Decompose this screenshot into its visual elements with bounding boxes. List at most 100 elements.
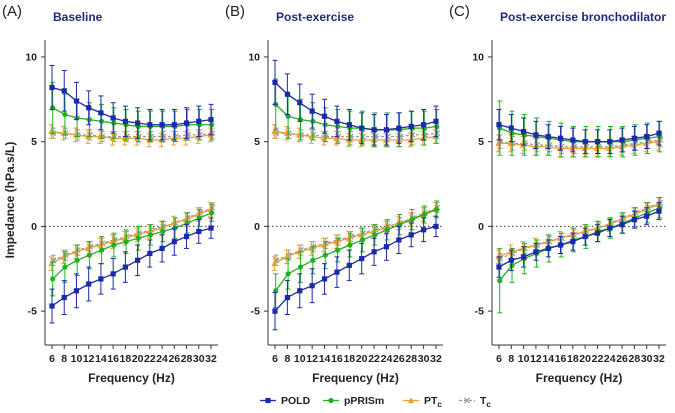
data-point bbox=[509, 262, 515, 268]
data-point bbox=[297, 288, 303, 294]
data-point bbox=[346, 262, 352, 268]
data-point bbox=[73, 288, 80, 294]
data-point bbox=[310, 257, 316, 263]
data-point bbox=[371, 127, 377, 133]
data-point bbox=[110, 115, 116, 121]
data-point bbox=[322, 252, 328, 258]
data-point bbox=[582, 233, 588, 240]
x-axis-label: Frequency (Hz) bbox=[88, 371, 175, 385]
y-axis-label: Impedance (hPa.s/L) bbox=[3, 142, 17, 259]
data-point bbox=[570, 239, 576, 245]
data-point bbox=[359, 237, 365, 243]
y-tick-label: 0 bbox=[478, 221, 484, 233]
x-tick-label: 14 bbox=[319, 353, 331, 365]
series-tc-lower bbox=[497, 197, 664, 265]
y-tick-label: 10 bbox=[25, 51, 37, 63]
x-tick-label: 20 bbox=[132, 353, 144, 365]
series-pprism-lower bbox=[50, 203, 215, 297]
series-tc-lower bbox=[50, 202, 216, 266]
data-point bbox=[110, 271, 116, 277]
series-pold-lower bbox=[496, 202, 662, 278]
data-point bbox=[111, 242, 117, 248]
data-point bbox=[310, 118, 316, 124]
data-point bbox=[297, 264, 304, 270]
data-point bbox=[86, 117, 92, 123]
data-point bbox=[396, 125, 402, 131]
data-point bbox=[372, 232, 378, 238]
data-point bbox=[159, 245, 165, 252]
data-point bbox=[607, 139, 613, 145]
data-point bbox=[619, 137, 625, 143]
y-tick-label: -5 bbox=[28, 306, 37, 318]
y-tick-label: 5 bbox=[254, 136, 260, 148]
x-tick-label: 10 bbox=[518, 353, 530, 365]
x-tick-label: 26 bbox=[616, 353, 628, 365]
series-line bbox=[51, 130, 211, 141]
data-point bbox=[196, 118, 202, 124]
data-point bbox=[421, 211, 427, 218]
x-tick-label: 24 bbox=[604, 353, 616, 365]
data-point bbox=[122, 264, 128, 270]
data-point bbox=[533, 249, 539, 255]
series-pold-lower bbox=[49, 217, 214, 324]
data-point bbox=[545, 245, 551, 252]
data-point bbox=[285, 271, 291, 277]
series-line bbox=[50, 208, 211, 265]
data-point bbox=[570, 137, 576, 143]
legend-label-subscript: c bbox=[437, 400, 442, 409]
y-tick-label: 10 bbox=[248, 51, 260, 63]
series-pprism-lower bbox=[273, 200, 440, 309]
data-point bbox=[99, 247, 105, 253]
series-line bbox=[274, 130, 436, 141]
data-point bbox=[50, 276, 56, 282]
data-point bbox=[533, 132, 539, 138]
data-point bbox=[98, 110, 104, 116]
data-point bbox=[147, 232, 154, 238]
data-point bbox=[631, 135, 637, 141]
x-tick-label: 6 bbox=[49, 353, 55, 365]
data-point bbox=[159, 122, 165, 128]
data-point bbox=[49, 84, 55, 91]
y-tick-label: -5 bbox=[251, 306, 260, 318]
legend-marker bbox=[328, 397, 334, 404]
data-point bbox=[497, 278, 503, 284]
x-tick-label: 30 bbox=[418, 353, 430, 365]
y-tick-label: 0 bbox=[31, 221, 37, 233]
data-point bbox=[86, 281, 92, 287]
panel-title: Post-exercise bronchodilator bbox=[500, 10, 666, 24]
x-tick-label: 12 bbox=[306, 353, 318, 365]
data-point bbox=[98, 276, 104, 282]
data-point bbox=[61, 294, 67, 301]
y-tick-label: -5 bbox=[475, 306, 484, 318]
data-point bbox=[208, 117, 214, 123]
data-point bbox=[209, 210, 215, 216]
data-point bbox=[321, 276, 328, 282]
data-point bbox=[396, 237, 402, 243]
y-tick-label: 5 bbox=[31, 136, 37, 148]
data-point bbox=[284, 294, 290, 301]
data-point bbox=[557, 135, 564, 141]
data-point bbox=[594, 230, 601, 236]
x-tick-label: 26 bbox=[168, 353, 180, 365]
data-point bbox=[371, 249, 377, 255]
data-point bbox=[521, 254, 527, 260]
data-point bbox=[644, 133, 650, 140]
legend-marker bbox=[265, 397, 271, 404]
data-point bbox=[334, 269, 340, 275]
x-tick-label: 28 bbox=[629, 353, 641, 365]
x-tick-label: 10 bbox=[294, 353, 306, 365]
data-point bbox=[508, 257, 514, 263]
data-point bbox=[171, 239, 177, 245]
x-tick-label: 28 bbox=[405, 353, 417, 365]
series-pprism-upper bbox=[50, 81, 215, 143]
x-axis-label: Frequency (Hz) bbox=[536, 371, 623, 385]
data-point bbox=[335, 247, 341, 253]
data-point bbox=[582, 139, 588, 145]
data-point bbox=[74, 257, 80, 263]
data-point bbox=[183, 233, 190, 240]
data-point bbox=[135, 120, 141, 126]
data-point bbox=[656, 130, 662, 136]
y-tick-label: 10 bbox=[472, 51, 484, 63]
